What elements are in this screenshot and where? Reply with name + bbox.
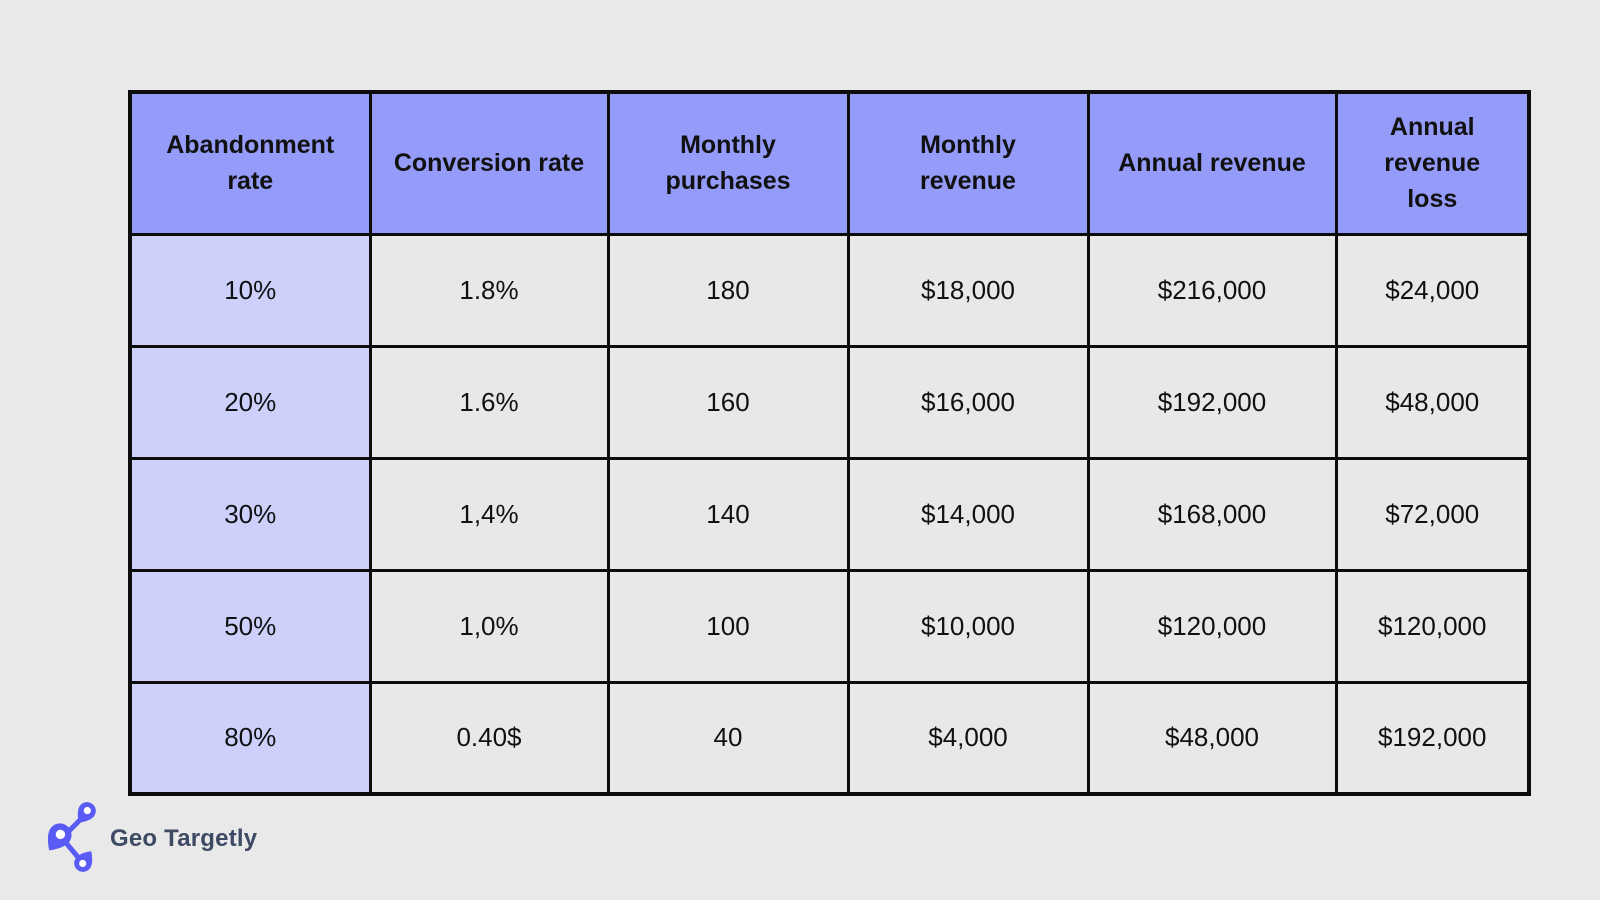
- column-header-label: Conversion rate: [393, 149, 585, 178]
- table-cell: 40: [606, 680, 850, 796]
- table-cell: $14,000: [846, 456, 1090, 572]
- table-cell: $24,000: [1334, 232, 1531, 348]
- table-cell: 100: [606, 568, 850, 684]
- column-header-conversion-rate: Conversion rate: [368, 90, 610, 236]
- table-cell: 0.40$: [368, 680, 610, 796]
- table-body: 10% 1.8% 180 $18,000 $216,000 $24,000 20…: [128, 232, 1531, 796]
- table-cell: $72,000: [1334, 456, 1531, 572]
- column-header-label: Annual revenue loss: [1384, 112, 1481, 214]
- table-cell: $192,000: [1334, 680, 1531, 796]
- column-header-monthly-purchases: Monthly purchases: [606, 90, 850, 236]
- table-cell: $18,000: [846, 232, 1090, 348]
- table-row: 20% 1.6% 160 $16,000 $192,000 $48,000: [128, 344, 1531, 460]
- table-cell: 50%: [128, 568, 372, 684]
- map-pins-icon: [44, 798, 102, 880]
- column-header-label: Abandonment rate: [166, 131, 335, 196]
- table-cell: 160: [606, 344, 850, 460]
- abandonment-revenue-table: Abandonment rate Conversion rate Monthly…: [128, 90, 1531, 796]
- table-cell: 1,0%: [368, 568, 610, 684]
- table-cell: $4,000: [846, 680, 1090, 796]
- table-row: 50% 1,0% 100 $10,000 $120,000 $120,000: [128, 568, 1531, 684]
- table-header: Abandonment rate Conversion rate Monthly…: [128, 90, 1531, 236]
- table-cell: $48,000: [1086, 680, 1338, 796]
- table-cell: 20%: [128, 344, 372, 460]
- header-row: Abandonment rate Conversion rate Monthly…: [128, 90, 1531, 236]
- table-cell: 80%: [128, 680, 372, 796]
- table-cell: 1.8%: [368, 232, 610, 348]
- column-header-abandonment-rate: Abandonment rate: [128, 90, 372, 236]
- table-cell: 1,4%: [368, 456, 610, 572]
- table-cell: $16,000: [846, 344, 1090, 460]
- column-header-annual-revenue-loss: Annual revenue loss: [1334, 90, 1531, 236]
- table-cell: $120,000: [1334, 568, 1531, 684]
- table-cell: $120,000: [1086, 568, 1338, 684]
- table-cell: 180: [606, 232, 850, 348]
- table-row: 30% 1,4% 140 $14,000 $168,000 $72,000: [128, 456, 1531, 572]
- geo-targetly-logo: Geo Targetly: [44, 798, 257, 880]
- table-cell: 1.6%: [368, 344, 610, 460]
- table-cell: $216,000: [1086, 232, 1338, 348]
- table-cell: $10,000: [846, 568, 1090, 684]
- column-header-label: Annual revenue: [1118, 149, 1306, 178]
- table-cell: $168,000: [1086, 456, 1338, 572]
- table-cell: 140: [606, 456, 850, 572]
- logo-text: Geo Targetly: [110, 825, 258, 852]
- table-cell: 30%: [128, 456, 372, 572]
- column-header-label: Monthly purchases: [665, 131, 791, 196]
- table-row: 10% 1.8% 180 $18,000 $216,000 $24,000: [128, 232, 1531, 348]
- column-header-monthly-revenue: Monthly revenue: [846, 90, 1090, 236]
- column-header-annual-revenue: Annual revenue: [1086, 90, 1338, 236]
- table-cell: $48,000: [1334, 344, 1531, 460]
- column-header-label: Monthly revenue: [920, 131, 1016, 196]
- table-row: 80% 0.40$ 40 $4,000 $48,000 $192,000: [128, 680, 1531, 796]
- table-cell: $192,000: [1086, 344, 1338, 460]
- table-cell: 10%: [128, 232, 372, 348]
